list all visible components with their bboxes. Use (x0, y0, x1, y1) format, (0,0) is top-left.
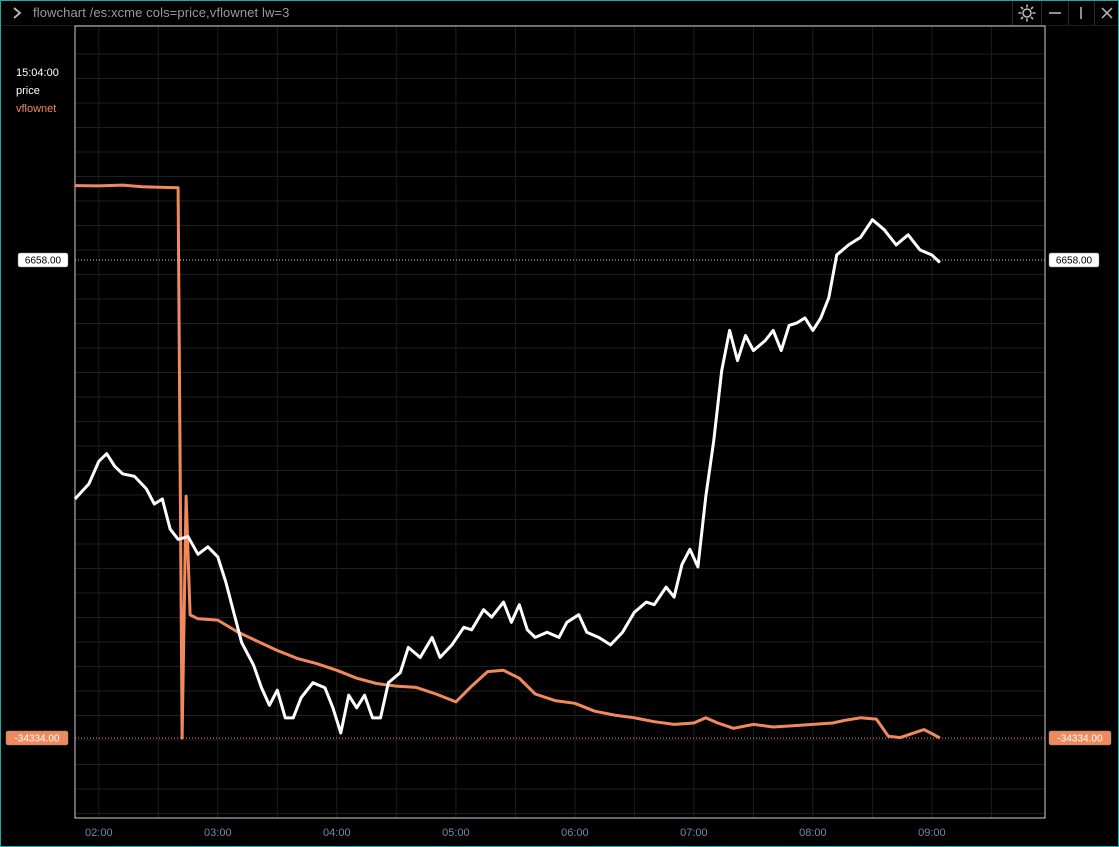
vflownet-marker-label: -34334.00 (1057, 734, 1102, 745)
vflownet-marker-box (1048, 730, 1112, 746)
titlebar-separator (1068, 1, 1069, 25)
vflownet-marker-label: -34334.00 (14, 734, 59, 745)
x-tick-label: 07:00 (680, 827, 708, 839)
legend-time: 15:04:00 (16, 67, 59, 79)
price-marker-label: 6658.00 (1056, 256, 1093, 267)
settings-icon[interactable] (1017, 3, 1037, 23)
x-tick-label: 05:00 (442, 827, 470, 839)
vflownet-series-line (74, 183, 941, 740)
titlebar-separator (1012, 1, 1013, 25)
window-title: flowchart /es:xcme cols=price,vflownet l… (33, 5, 290, 20)
titlebar-separator (1041, 1, 1042, 25)
x-tick-label: 08:00 (799, 827, 827, 839)
series-layer (73, 183, 941, 740)
title-bar[interactable]: flowchart /es:xcme cols=price,vflownet l… (1, 1, 1118, 26)
titlebar-separator (1094, 1, 1095, 25)
price-marker-box (1048, 252, 1100, 268)
x-tick-label: 09:00 (918, 827, 946, 839)
x-tick-label: 06:00 (561, 827, 589, 839)
price-marker-box (17, 252, 69, 268)
value-markers: 6658.00 6658.00 -34334.00 -34334.00 (5, 252, 1112, 746)
legend-vflownet: vflownet (16, 103, 57, 115)
chevron-right-icon[interactable] (10, 5, 24, 21)
close-icon[interactable] (1098, 3, 1116, 23)
plot-frame (74, 25, 1046, 819)
legend-price: price (16, 85, 40, 97)
x-axis: 02:00 03:00 04:00 05:00 06:00 07:00 08:00 09:00 (85, 827, 946, 839)
restore-icon[interactable] (1072, 3, 1090, 23)
grid (75, 26, 1045, 818)
x-tick-label: 03:00 (204, 827, 232, 839)
minimize-icon[interactable] (1046, 3, 1064, 23)
x-tick-label: 02:00 (85, 827, 113, 839)
price-marker-label: 6658.00 (25, 256, 62, 267)
vflownet-marker-box (5, 730, 69, 746)
x-tick-label: 04:00 (323, 827, 351, 839)
price-series-line (73, 218, 941, 735)
